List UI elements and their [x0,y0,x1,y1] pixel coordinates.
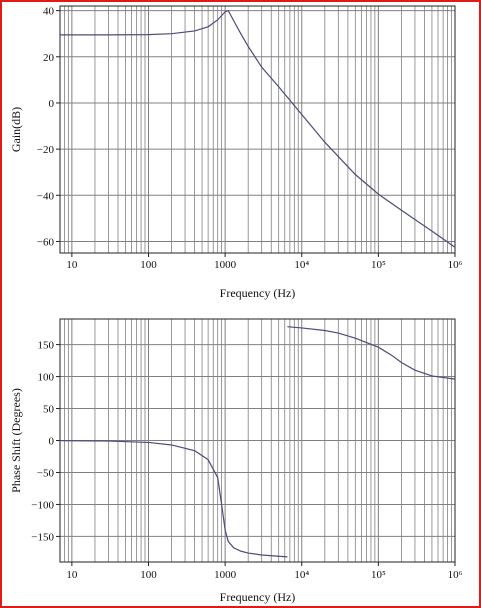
x-tick-label: 10⁴ [294,259,309,271]
x-tick-label: 10⁴ [294,569,309,581]
x-tick-label: 10⁶ [448,569,463,581]
x-tick-label: 10⁶ [448,259,463,271]
x-tick-label: 100 [140,259,157,271]
series-line-1 [59,440,288,558]
y-axis-label: Gain(dB) [9,107,23,152]
plot-area [60,6,455,253]
chart-panel-2: 150 100 50 0 −50 −100 −150 10 100 1000 10⁴ 10⁵ 10⁶ Fr… [9,318,463,604]
x-tick-label: 1000 [214,569,237,581]
x-tick-label: 10 [66,259,78,271]
y-tick-label: 20 [43,52,55,64]
x-tick-label: 10⁵ [371,259,386,271]
y-tick-label: 150 [38,340,55,352]
series-line-1 [60,9,456,248]
x-tick-label: 10 [66,569,78,581]
y-tick-label: 0 [49,436,55,448]
y-tick-label: −60 [37,236,55,248]
y-tick-label: −40 [37,190,55,202]
y-tick-label: −150 [31,531,54,543]
x-tick-label: 100 [140,569,157,581]
y-tick-label: −50 [37,467,55,479]
x-axis-label: Frequency (Hz) [220,286,296,300]
y-tick-label: 40 [43,6,55,18]
series-line-2 [287,326,456,380]
x-tick-label: 1000 [214,259,237,271]
y-tick-label: 50 [43,404,55,416]
y-axis-label: Phase Shift (Degrees) [9,388,23,493]
y-tick-label: −100 [31,499,54,511]
y-tick-label: 0 [49,98,55,110]
x-axis-label: Frequency (Hz) [220,590,296,604]
y-tick-label: −20 [37,144,55,156]
y-tick-label: 100 [38,372,55,384]
chart-panel-1: 40 20 0 −20 −40 −60 10 100 1000 10⁴ 10⁵ 10⁶ Frequenc… [9,5,463,300]
plot-frame [59,5,456,254]
x-tick-label: 10⁵ [371,569,386,581]
